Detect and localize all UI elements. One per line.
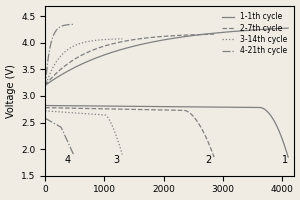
Text: 3: 3: [113, 155, 119, 165]
Text: 4: 4: [65, 155, 71, 165]
Legend: 1-1th cycle, 2-7th cycle, 3-14th cycle, 4-21th cycle: 1-1th cycle, 2-7th cycle, 3-14th cycle, …: [219, 9, 290, 58]
Y-axis label: Voltage (V): Voltage (V): [6, 64, 16, 118]
Text: 1: 1: [282, 155, 288, 165]
Text: 2: 2: [205, 155, 211, 165]
